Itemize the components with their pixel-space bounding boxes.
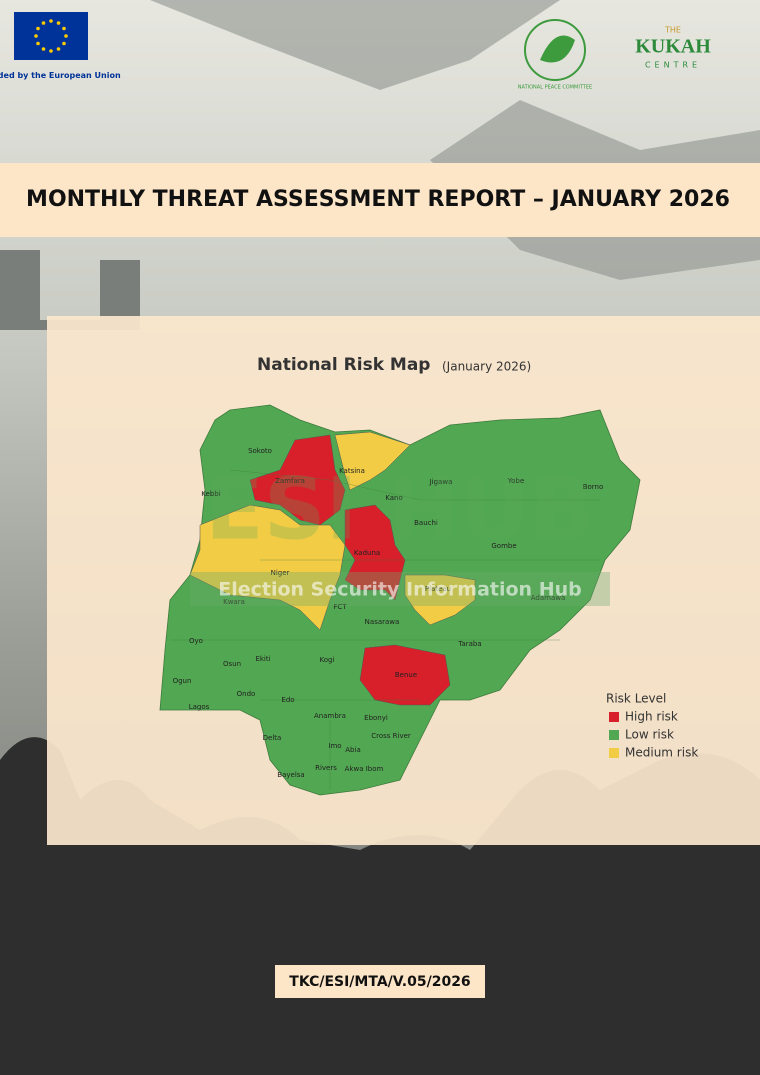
state-label: Rivers xyxy=(315,764,337,772)
state-label: Abia xyxy=(345,746,360,754)
legend-swatch xyxy=(609,730,619,740)
watermark-band xyxy=(190,572,610,606)
eu-star xyxy=(49,19,53,23)
eu-star xyxy=(56,21,61,25)
state-label: Adamawa xyxy=(531,594,566,602)
state-label: Kaduna xyxy=(354,549,380,557)
state-label: Ekiti xyxy=(255,655,270,663)
eu-stars xyxy=(34,19,68,53)
state-label: FCT xyxy=(333,603,347,611)
bg-buildings xyxy=(0,250,140,330)
state-label: Katsina xyxy=(339,467,365,475)
map-subtitle: (January 2026) xyxy=(442,360,531,374)
state-label: Akwa Ibom xyxy=(345,765,384,773)
report-title: MONTHLY THREAT ASSESSMENT REPORT – JANUA… xyxy=(26,187,730,212)
state-label: Oyo xyxy=(189,637,203,645)
legend-title: Risk Level xyxy=(606,692,666,706)
state-label: Anambra xyxy=(314,712,346,720)
state-label: Delta xyxy=(263,734,282,742)
state-label: Bauchi xyxy=(414,519,438,527)
state-label: Niger xyxy=(271,569,290,577)
state-label: Bayelsa xyxy=(277,771,304,779)
state-label: Taraba xyxy=(457,640,481,648)
eu-star xyxy=(41,47,46,51)
state-label: Sokoto xyxy=(248,447,272,455)
npc-emblem xyxy=(540,35,575,63)
legend-swatch xyxy=(609,748,619,758)
state-label: Cross River xyxy=(371,732,411,740)
report-code: TKC/ESI/MTA/V.05/2026 xyxy=(289,974,470,990)
map-title: National Risk Map xyxy=(257,355,430,375)
eu-caption: Funded by the European Union xyxy=(0,71,121,80)
watermark: ESI HUB xyxy=(205,459,595,559)
state-label: Jigawa xyxy=(429,478,453,486)
state-label: Edo xyxy=(281,696,294,704)
risk-region xyxy=(404,574,476,626)
legend: High risk Low risk Medium risk xyxy=(609,710,698,760)
state-label: Lagos xyxy=(189,703,210,711)
state-label: Gombe xyxy=(491,542,516,550)
eu-star xyxy=(36,26,40,31)
npc-logo-text: NATIONAL PEACE COMMITTEE xyxy=(518,85,592,91)
state-label: Imo xyxy=(328,742,341,750)
legend-label: High risk xyxy=(625,710,678,724)
kukah-main: KUKAH xyxy=(635,36,711,58)
state-label: Yobe xyxy=(507,477,524,485)
state-label: Ebonyi xyxy=(364,714,388,722)
watermark-caption: Election Security Information Hub xyxy=(218,579,581,601)
risk-region xyxy=(359,644,451,706)
risk-region xyxy=(334,431,411,491)
risk-region xyxy=(249,434,346,526)
eu-star xyxy=(49,49,53,53)
eu-star xyxy=(36,41,40,46)
state-label: Plateau xyxy=(425,585,451,593)
risk-region xyxy=(344,504,406,601)
code-box xyxy=(275,965,485,998)
legend-label: Medium risk xyxy=(625,746,698,760)
state-label: Kwara xyxy=(223,598,245,606)
legend-label: Low risk xyxy=(625,728,674,742)
nigeria-map: Sokoto Katsina Zamfara Kebbi Jigawa Yobe Borno… xyxy=(159,404,641,796)
state-label: Nasarawa xyxy=(365,618,400,626)
title-band xyxy=(0,163,760,237)
state-label: Ogun xyxy=(173,677,192,685)
eu-star xyxy=(62,41,66,46)
state-label: Benue xyxy=(395,671,417,679)
npc-logo xyxy=(524,19,586,81)
state-label: Kano xyxy=(385,494,402,502)
eu-star xyxy=(56,47,61,51)
eu-star xyxy=(41,21,46,25)
eu-star xyxy=(64,34,68,38)
state-label: Borno xyxy=(583,483,604,491)
eu-star xyxy=(62,26,66,31)
state-label: Osun xyxy=(223,660,241,668)
kukah-top: THE xyxy=(664,26,681,35)
state-label: Kebbi xyxy=(201,490,220,498)
state-label: Zamfara xyxy=(275,477,305,485)
legend-swatch xyxy=(609,712,619,722)
risk-region xyxy=(189,504,346,631)
state-border xyxy=(229,469,600,501)
kukah-sub: CENTRE xyxy=(645,61,701,70)
eu-star xyxy=(34,34,38,38)
state-label: Ondo xyxy=(237,690,256,698)
state-label: Kogi xyxy=(320,656,335,664)
